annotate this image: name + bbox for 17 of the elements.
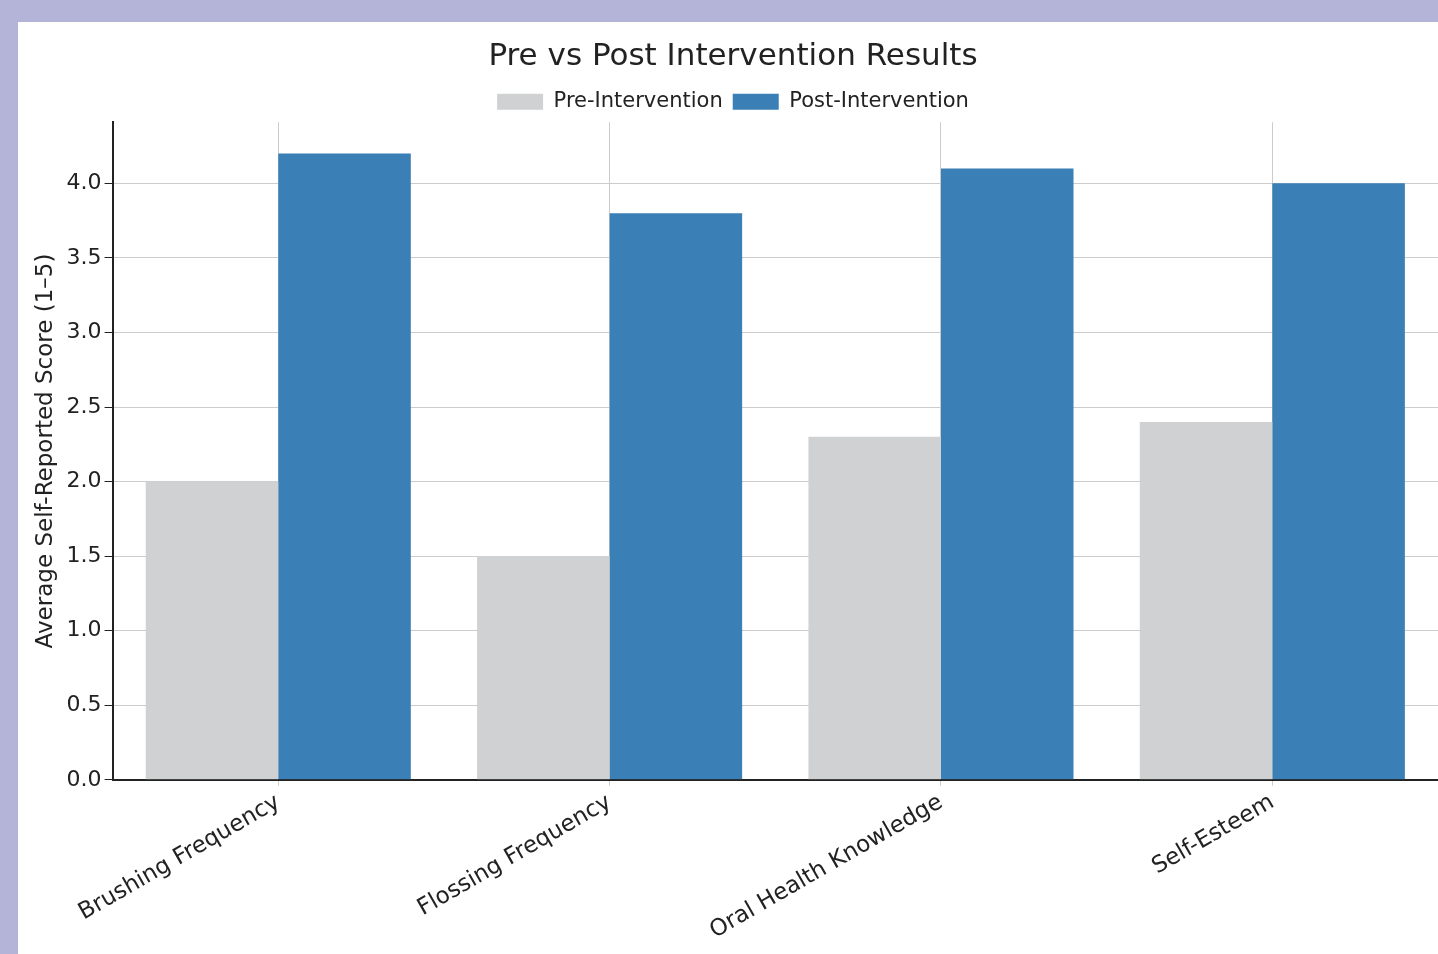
- bar: [940, 168, 1074, 780]
- bar: [278, 153, 411, 780]
- y-tick-label: 1.0: [66, 616, 102, 642]
- y-tick-label: 0.5: [66, 690, 102, 716]
- bar: [1272, 183, 1405, 780]
- y-axis-title: Average Self-Reported Score (1–5): [30, 253, 57, 649]
- y-tick-label: 0.0: [66, 765, 102, 791]
- y-tick-label: 2.0: [66, 467, 102, 493]
- legend-label: Pre-Intervention: [553, 88, 723, 113]
- y-tick-label: 3.5: [66, 243, 102, 269]
- y-tick-label: 3.0: [66, 318, 102, 344]
- legend-label: Post-Intervention: [789, 88, 969, 113]
- y-tick-label: 4.0: [66, 169, 102, 195]
- y-tick-label: 2.5: [66, 392, 102, 418]
- bar: [609, 213, 743, 780]
- chart-title: Pre vs Post Intervention Results: [488, 35, 978, 72]
- y-tick-label: 1.5: [66, 541, 102, 567]
